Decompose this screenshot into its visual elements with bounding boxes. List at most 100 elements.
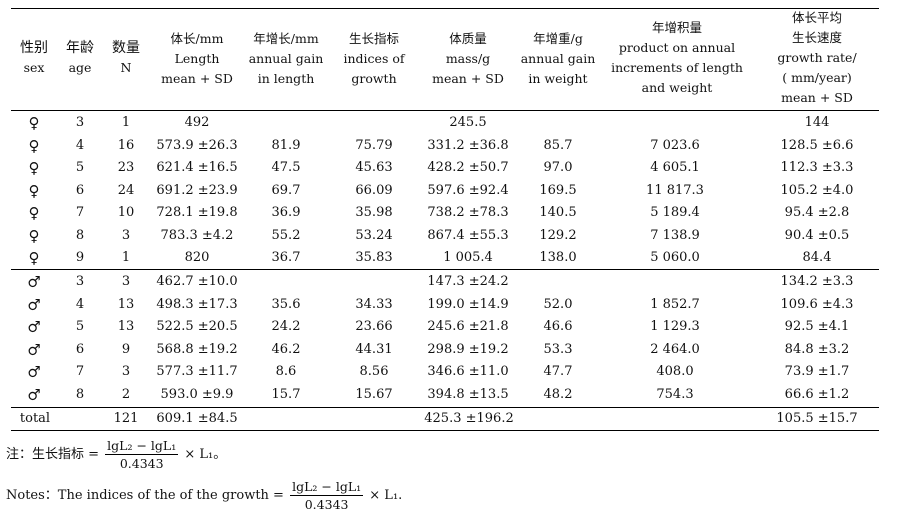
header-indices-en2: growth	[351, 71, 397, 86]
formula-numerator: lgL₂ − lgL₁	[105, 438, 179, 455]
cell-sex: ♀	[28, 226, 40, 245]
cell-product: 408.0	[656, 364, 694, 379]
header-rate-en1: growth rate/	[777, 50, 857, 65]
header-n-en: N	[120, 60, 132, 75]
header-n-zh: 数量	[112, 40, 140, 56]
cell-indices: 45.63	[355, 160, 393, 175]
cell-age: 5	[75, 319, 85, 334]
cell-length: 593.0 ±9.9	[160, 386, 234, 402]
cell-mass: 245.5	[449, 115, 487, 130]
header-length-en1: Length	[174, 51, 220, 66]
header-gain-length-en1: annual gain	[248, 51, 324, 66]
cell-age: 4	[75, 137, 85, 153]
cell-gain-length: 69.7	[271, 182, 301, 198]
cell-age: 6	[75, 341, 85, 357]
cell-age: 8	[75, 227, 85, 243]
cell-mass: 147.3 ±24.2	[427, 274, 509, 289]
cell-mass: 298.9 ±19.2	[427, 341, 509, 357]
cell-n: 2	[121, 386, 131, 402]
cell-gain-weight: 140.5	[539, 205, 577, 220]
total-top-rule	[11, 407, 879, 408]
cell-product: 5 060.0	[650, 250, 700, 265]
header-rate-en2: ( mm/year)	[782, 70, 852, 85]
total-mass: 425.3 ±196.2	[424, 411, 514, 426]
cell-mass: 867.4 ±55.3	[427, 227, 509, 243]
total-length: 609.1 ±84.5	[156, 411, 238, 426]
cell-rate: 92.5 ±4.1	[784, 319, 850, 334]
cell-sex: ♂	[27, 340, 41, 359]
header-sex-zh: 性别	[20, 40, 48, 56]
cell-mass: 738.2 ±78.3	[427, 205, 509, 220]
cell-gain-length: 36.7	[271, 250, 301, 265]
cell-n: 9	[121, 341, 131, 357]
cell-product: 2 464.0	[650, 341, 700, 357]
cell-age: 9	[75, 250, 85, 265]
cell-rate: 73.9 ±1.7	[784, 364, 850, 379]
cell-gain-length: 35.6	[271, 296, 301, 312]
cell-sex: ♂	[27, 385, 41, 404]
header-gain-length-en2: in length	[257, 71, 315, 86]
cell-gain-weight: 138.0	[539, 250, 577, 265]
cell-n: 23	[117, 160, 135, 175]
formula-fraction-zh: lgL₂ − lgL₁ 0.4343	[105, 437, 179, 472]
cell-sex: ♂	[27, 273, 41, 291]
cell-mass: 394.8 ±13.5	[427, 386, 509, 402]
cell-gain-length: 24.2	[271, 319, 301, 334]
formula-multiplier: × L₁	[369, 488, 399, 503]
header-product-en1: product on annual	[618, 40, 736, 55]
cell-age: 7	[75, 205, 85, 220]
header-mass-zh: 体质量	[449, 31, 487, 46]
formula-denominator: 0.4343	[119, 456, 164, 471]
cell-gain-weight	[518, 112, 598, 134]
cell-age: 3	[75, 274, 85, 289]
cell-length: 492	[184, 115, 210, 130]
cell-length: 568.8 ±19.2	[156, 341, 238, 357]
cell-length: 577.3 ±11.7	[156, 364, 238, 379]
cell-rate: 84.4	[802, 250, 832, 265]
cell-n: 1	[121, 250, 131, 265]
note-en-prefix: Notes：The indices of the of the growth =	[6, 488, 284, 503]
cell-product: 11 817.3	[646, 182, 704, 198]
cell-indices: 53.24	[355, 227, 393, 243]
header-rate: 体长平均 生长速度 growth rate/ ( mm/year) mean +…	[758, 8, 876, 108]
cell-product: 1 129.3	[650, 319, 700, 334]
header-rate-zh2: 生长速度	[791, 30, 842, 45]
cell-length: 820	[184, 250, 210, 265]
cell-rate: 105.2 ±4.0	[780, 182, 854, 198]
cell-sex: ♂	[27, 295, 41, 314]
cell-gain-weight: 85.7	[543, 137, 573, 153]
header-n: 数量 N	[104, 38, 148, 78]
cell-mass: 1 005.4	[443, 250, 493, 265]
formula-numerator: lgL₂ − lgL₁	[290, 479, 364, 496]
header-length: 体长/mm Length mean + SD	[148, 29, 246, 89]
header-gain-weight-en2: in weight	[528, 71, 588, 86]
header-bottom-rule	[11, 110, 879, 111]
cell-rate: 66.6 ±1.2	[784, 386, 850, 402]
cell-gain-length: 46.2	[271, 341, 301, 357]
cell-length: 573.9 ±26.3	[156, 137, 238, 153]
cell-indices: 35.83	[355, 250, 393, 265]
cell-mass: 245.6 ±21.8	[427, 319, 509, 334]
note-zh: 注：生长指标 = lgL₂ − lgL₁ 0.4343 × L₁。	[6, 437, 226, 472]
header-length-en2: mean + SD	[161, 71, 233, 86]
cell-product: 7 023.6	[650, 137, 700, 153]
sex-separator-rule	[11, 269, 879, 270]
header-gain-length: 年增长/mm annual gain in length	[242, 29, 330, 89]
cell-sex: ♀	[28, 159, 40, 177]
cell-n: 13	[117, 296, 135, 312]
total-rate: 105.5 ±15.7	[776, 411, 858, 426]
table-bottom-rule	[11, 430, 879, 432]
cell-gain-weight	[518, 271, 598, 293]
cell-sex: ♀	[28, 249, 40, 267]
cell-rate: 144	[804, 115, 830, 130]
header-mass-en1: mass/g	[445, 51, 491, 66]
header-age-zh: 年龄	[66, 40, 94, 56]
cell-gain-weight: 46.6	[543, 319, 573, 334]
cell-gain-weight: 48.2	[543, 386, 573, 402]
cell-age: 3	[75, 115, 85, 130]
cell-sex: ♂	[27, 363, 41, 381]
cell-rate: 134.2 ±3.3	[780, 274, 854, 289]
header-gain-length-zh: 年增长/mm	[253, 31, 319, 46]
cell-mass: 428.2 ±50.7	[427, 160, 509, 175]
header-product-en3: and weight	[641, 80, 713, 95]
